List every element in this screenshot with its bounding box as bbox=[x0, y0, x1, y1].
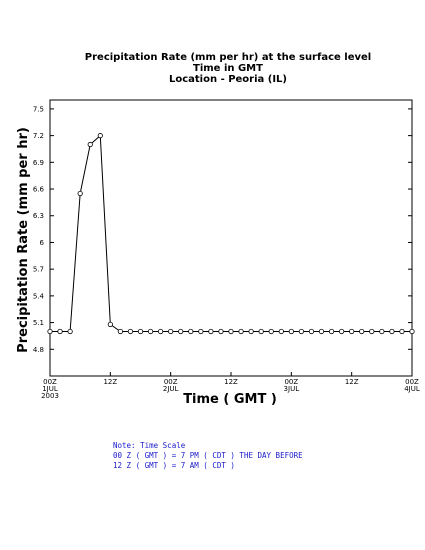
data-point bbox=[57, 328, 63, 335]
data-point bbox=[248, 328, 254, 335]
data-point bbox=[379, 328, 385, 335]
x-tick-label: 00Z bbox=[405, 378, 419, 386]
x-tick-label: 12Z bbox=[103, 378, 117, 386]
x-tick-label: 00Z bbox=[284, 378, 298, 386]
note-line-2: 00 Z ( GMT ) = 7 PM ( CDT ) THE DAY BEFO… bbox=[113, 451, 303, 460]
x-tick-label: 00Z bbox=[164, 378, 178, 386]
chart-titles: Precipitation Rate (mm per hr) at the su… bbox=[85, 52, 371, 85]
y-tick-label: 7.5 bbox=[33, 105, 44, 113]
data-point bbox=[278, 328, 284, 335]
data-point bbox=[349, 328, 355, 335]
data-point bbox=[308, 328, 315, 335]
data-point bbox=[389, 328, 395, 335]
data-point bbox=[147, 328, 154, 335]
y-tick-label: 7.2 bbox=[33, 132, 44, 140]
data-point bbox=[77, 190, 83, 197]
x-axis-label: Time ( GMT ) bbox=[183, 392, 277, 407]
data-point bbox=[258, 328, 264, 335]
x-tick-label: 4JUL bbox=[404, 385, 420, 393]
y-tick-label: 6 bbox=[40, 239, 45, 247]
plot-frame bbox=[49, 99, 413, 377]
y-tick-label: 5.7 bbox=[33, 266, 44, 274]
data-point bbox=[298, 328, 304, 335]
data-point bbox=[288, 328, 294, 335]
y-tick-label: 6.9 bbox=[33, 159, 44, 167]
y-tick-label: 4.8 bbox=[33, 346, 44, 354]
data-point bbox=[238, 328, 244, 335]
x-tick-label: 1JUL bbox=[42, 385, 58, 393]
x-tick-label: 12Z bbox=[224, 378, 238, 386]
note-line-3: 12 Z ( GMT ) = 7 AM ( CDT ) bbox=[113, 461, 235, 470]
y-tick-label: 6.6 bbox=[33, 186, 45, 194]
x-tick-label: 00Z bbox=[43, 378, 57, 386]
time-scale-note: Note: Time Scale 00 Z ( GMT ) = 7 PM ( C… bbox=[113, 441, 303, 470]
data-point bbox=[137, 328, 144, 335]
series-points bbox=[47, 133, 415, 335]
data-point bbox=[198, 328, 204, 335]
data-point bbox=[328, 328, 335, 335]
data-point bbox=[208, 328, 214, 335]
y-tick-label: 5.4 bbox=[33, 292, 45, 300]
series-line bbox=[50, 134, 412, 332]
data-point bbox=[67, 328, 73, 335]
x-tick-label: 2003 bbox=[41, 392, 59, 400]
data-point bbox=[369, 328, 375, 335]
y-tick-label: 6.3 bbox=[33, 212, 44, 220]
x-tick-label: 12Z bbox=[345, 378, 359, 386]
data-point bbox=[188, 328, 194, 335]
data-point bbox=[168, 328, 174, 335]
y-tick-label: 5.1 bbox=[33, 319, 44, 327]
y-axis: 4.8 5.1 5.4 5.7 6 6.3 6.6 6.9 7.2 7.5 bbox=[33, 105, 412, 354]
x-tick-label: 2JUL bbox=[163, 385, 179, 393]
data-point bbox=[107, 321, 113, 327]
y-axis-label: Precipitation Rate (mm per hr) bbox=[16, 127, 31, 353]
data-point bbox=[318, 328, 325, 335]
data-point bbox=[97, 133, 103, 139]
data-point bbox=[127, 328, 134, 335]
data-point bbox=[178, 328, 184, 335]
data-point bbox=[399, 328, 405, 335]
data-point bbox=[359, 328, 365, 335]
data-point bbox=[117, 328, 123, 335]
x-tick-label: 3JUL bbox=[284, 385, 300, 393]
data-point bbox=[339, 328, 345, 335]
data-point bbox=[47, 328, 53, 335]
data-point bbox=[268, 328, 274, 335]
data-point bbox=[87, 141, 93, 148]
note-line-1: Note: Time Scale bbox=[113, 441, 186, 450]
data-point bbox=[228, 328, 234, 335]
chart-subtitle-1: Time in GMT bbox=[193, 63, 263, 74]
data-point bbox=[409, 328, 415, 335]
chart-title: Precipitation Rate (mm per hr) at the su… bbox=[85, 52, 371, 63]
chart-subtitle-2: Location - Peoria (IL) bbox=[169, 74, 287, 85]
data-point bbox=[218, 328, 224, 335]
data-point bbox=[158, 328, 164, 335]
